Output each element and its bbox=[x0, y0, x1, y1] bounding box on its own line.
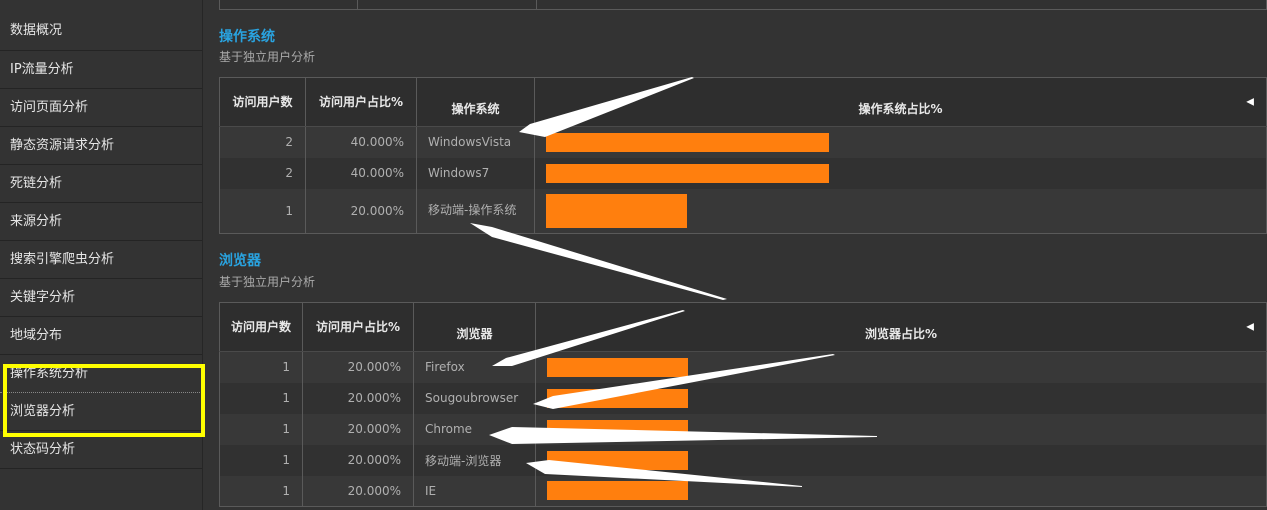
browser-section-title: 浏览器 bbox=[219, 253, 261, 269]
os-ratio-cell: 40.000% bbox=[305, 126, 417, 158]
browser-col-name[interactable]: 浏览器 bbox=[413, 302, 536, 352]
sidebar-item-keywords[interactable]: 关键字分析 bbox=[0, 279, 202, 317]
os-name-cell: WindowsVista bbox=[416, 126, 535, 158]
browser-table-row: 1 20.000% Firefox bbox=[219, 351, 1267, 383]
browser-chart-cell bbox=[535, 382, 1267, 414]
os-chart-cell bbox=[534, 126, 1267, 158]
os-chart-cell bbox=[534, 188, 1267, 234]
sidebar: 数据概况 IP流量分析 访问页面分析 静态资源请求分析 死链分析 来源分析 搜索… bbox=[0, 0, 203, 510]
browser-bar bbox=[547, 357, 689, 377]
os-name-cell: 移动端-操作系统 bbox=[416, 188, 535, 234]
os-col-ratio[interactable]: 访问用户占比% bbox=[305, 77, 417, 127]
browser-table-row: 1 20.000% Chrome bbox=[219, 413, 1267, 445]
browser-ratio-cell: 20.000% bbox=[302, 413, 414, 445]
sidebar-item-dead-links[interactable]: 死链分析 bbox=[0, 165, 202, 203]
browser-name-cell: Firefox bbox=[413, 351, 536, 383]
main-content: 操作系统 基于独立用户分析 访问用户数 访问用户占比% 操作系统 操作系统占比%… bbox=[203, 0, 1267, 510]
browser-col-chart-label: 浏览器占比% bbox=[864, 326, 938, 341]
os-col-chart-label: 操作系统占比% bbox=[858, 101, 943, 116]
browser-table-row: 1 20.000% Sougoubrowser bbox=[219, 382, 1267, 414]
sidebar-item-static-resources[interactable]: 静态资源请求分析 bbox=[0, 127, 202, 165]
os-chart-cell bbox=[534, 157, 1267, 189]
browser-section-subtitle: 基于独立用户分析 bbox=[219, 275, 316, 289]
browser-users-cell: 1 bbox=[219, 444, 303, 476]
os-col-chart[interactable]: 操作系统占比% ◀ bbox=[534, 77, 1267, 127]
browser-col-users[interactable]: 访问用户数 bbox=[219, 302, 303, 352]
os-col-users[interactable]: 访问用户数 bbox=[219, 77, 306, 127]
os-bar bbox=[546, 193, 688, 228]
os-table-row: 2 40.000% WindowsVista bbox=[219, 126, 1267, 158]
browser-bar bbox=[547, 450, 689, 470]
browser-name-cell: 移动端-浏览器 bbox=[413, 444, 536, 476]
browser-chart-cell bbox=[535, 444, 1267, 476]
triangle-left-icon[interactable]: ◀ bbox=[1246, 321, 1254, 333]
sidebar-item-overview[interactable]: 数据概况 bbox=[0, 0, 202, 51]
browser-name-cell: IE bbox=[413, 475, 536, 507]
sidebar-item-regions[interactable]: 地域分布 bbox=[0, 317, 202, 355]
browser-users-cell: 1 bbox=[219, 351, 303, 383]
browser-name-cell: Chrome bbox=[413, 413, 536, 445]
browser-chart-cell bbox=[535, 413, 1267, 445]
os-table: 访问用户数 访问用户占比% 操作系统 操作系统占比% ◀ 2 40.000% Win… bbox=[219, 77, 1267, 234]
previous-table-row bbox=[219, 0, 1267, 10]
triangle-left-icon[interactable]: ◀ bbox=[1246, 96, 1254, 108]
os-bar bbox=[546, 163, 829, 183]
os-users-cell: 2 bbox=[219, 126, 306, 158]
browser-bar bbox=[547, 388, 689, 408]
browser-ratio-cell: 20.000% bbox=[302, 382, 414, 414]
os-col-name[interactable]: 操作系统 bbox=[416, 77, 535, 127]
sidebar-item-page-visits[interactable]: 访问页面分析 bbox=[0, 89, 202, 127]
sidebar-item-os[interactable]: 操作系统分析 bbox=[0, 355, 202, 393]
os-users-cell: 2 bbox=[219, 157, 306, 189]
os-table-row: 1 20.000% 移动端-操作系统 bbox=[219, 188, 1267, 234]
browser-table-row: 1 20.000% IE bbox=[219, 475, 1267, 507]
browser-table-row: 1 20.000% 移动端-浏览器 bbox=[219, 444, 1267, 476]
sidebar-item-crawlers[interactable]: 搜索引擎爬虫分析 bbox=[0, 241, 202, 279]
browser-users-cell: 1 bbox=[219, 413, 303, 445]
os-section-subtitle: 基于独立用户分析 bbox=[219, 50, 316, 64]
os-users-cell: 1 bbox=[219, 188, 306, 234]
browser-ratio-cell: 20.000% bbox=[302, 475, 414, 507]
browser-bar bbox=[547, 419, 689, 439]
browser-col-ratio[interactable]: 访问用户占比% bbox=[302, 302, 414, 352]
sidebar-item-status-codes[interactable]: 状态码分析 bbox=[0, 431, 202, 469]
browser-users-cell: 1 bbox=[219, 475, 303, 507]
os-section-title: 操作系统 bbox=[219, 29, 275, 45]
browser-chart-cell bbox=[535, 475, 1267, 507]
os-ratio-cell: 20.000% bbox=[305, 188, 417, 234]
browser-chart-cell bbox=[535, 351, 1267, 383]
os-table-row: 2 40.000% Windows7 bbox=[219, 157, 1267, 189]
browser-users-cell: 1 bbox=[219, 382, 303, 414]
browser-ratio-cell: 20.000% bbox=[302, 351, 414, 383]
browser-name-cell: Sougoubrowser bbox=[413, 382, 536, 414]
browser-col-chart[interactable]: 浏览器占比% ◀ bbox=[535, 302, 1267, 352]
browser-ratio-cell: 20.000% bbox=[302, 444, 414, 476]
os-bar bbox=[546, 132, 829, 152]
browser-bar bbox=[547, 481, 689, 501]
sidebar-item-browser[interactable]: 浏览器分析 bbox=[0, 393, 202, 431]
sidebar-item-sources[interactable]: 来源分析 bbox=[0, 203, 202, 241]
browser-table: 访问用户数 访问用户占比% 浏览器 浏览器占比% ◀ 1 20.000% Firef… bbox=[219, 302, 1267, 507]
os-name-cell: Windows7 bbox=[416, 157, 535, 189]
sidebar-item-ip-traffic[interactable]: IP流量分析 bbox=[0, 51, 202, 89]
os-ratio-cell: 40.000% bbox=[305, 157, 417, 189]
